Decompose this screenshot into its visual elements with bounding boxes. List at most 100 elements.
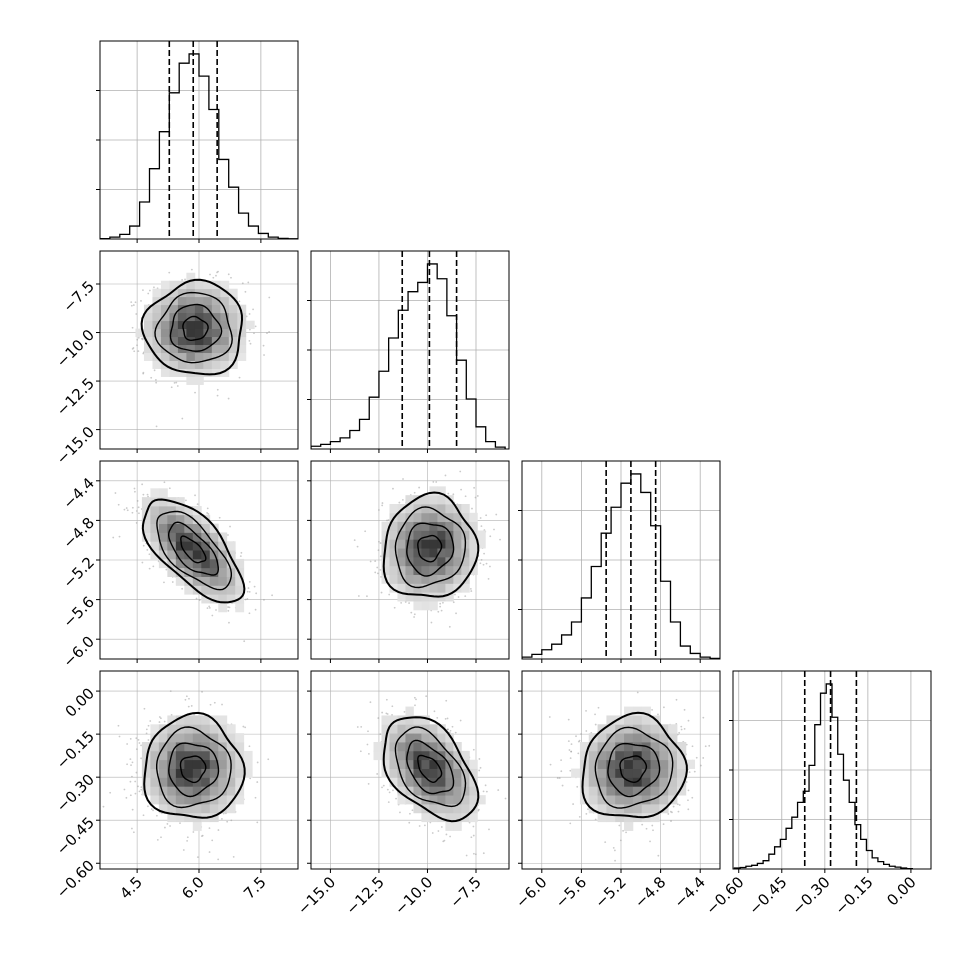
sample-point bbox=[485, 790, 488, 793]
density-cell bbox=[226, 733, 236, 743]
sample-point bbox=[117, 503, 120, 506]
sample-point bbox=[473, 486, 476, 489]
density-cell bbox=[209, 576, 219, 586]
sample-point bbox=[662, 823, 665, 826]
density-cell bbox=[143, 320, 153, 330]
density-cell bbox=[659, 742, 669, 752]
density-cell bbox=[235, 585, 245, 595]
sample-point bbox=[558, 777, 561, 780]
panel-1-0 bbox=[96, 250, 299, 453]
density-cell bbox=[175, 576, 185, 586]
sample-point bbox=[569, 757, 572, 759]
sample-point bbox=[147, 805, 149, 808]
density-cell bbox=[429, 521, 438, 531]
sample-point bbox=[478, 769, 481, 772]
density-cell bbox=[650, 786, 660, 796]
sample-point bbox=[440, 826, 443, 828]
density-cell bbox=[150, 523, 160, 533]
density-cell bbox=[650, 803, 660, 814]
density-cell bbox=[169, 320, 179, 330]
sample-point bbox=[448, 625, 451, 628]
density-cell bbox=[469, 556, 478, 567]
density-cell bbox=[437, 503, 446, 514]
density-cell bbox=[201, 514, 211, 525]
sample-point bbox=[495, 513, 498, 516]
density-cell bbox=[453, 548, 462, 558]
density-cell bbox=[220, 352, 230, 361]
sample-point bbox=[215, 609, 217, 611]
density-cell bbox=[445, 521, 454, 531]
sample-point bbox=[155, 814, 158, 817]
density-cell bbox=[150, 750, 160, 761]
sample-point bbox=[228, 606, 231, 609]
density-cell bbox=[677, 768, 687, 778]
sample-point bbox=[133, 350, 136, 353]
x-tick-label-1-3: −7.5 bbox=[446, 873, 484, 911]
sample-point bbox=[465, 854, 468, 857]
density-cell bbox=[405, 706, 414, 716]
panel-3-1 bbox=[307, 670, 510, 873]
density-cell bbox=[445, 574, 454, 584]
sample-point bbox=[652, 829, 654, 832]
density-cell bbox=[659, 768, 669, 778]
density-cell bbox=[389, 777, 398, 787]
density-cell bbox=[228, 352, 238, 361]
density-cell bbox=[235, 603, 245, 613]
sample-point bbox=[244, 290, 247, 293]
panel-frame-3-3 bbox=[732, 670, 932, 870]
density-cell bbox=[186, 352, 196, 361]
density-cell bbox=[650, 724, 660, 734]
sample-point bbox=[130, 764, 132, 767]
density-cell bbox=[152, 288, 162, 298]
contour-2-0-2 bbox=[156, 510, 232, 591]
contour-2-0-1 bbox=[168, 521, 220, 576]
density-cell bbox=[437, 565, 446, 575]
density-cell bbox=[194, 336, 204, 346]
y-tick-label-3-3: −0.15 bbox=[53, 727, 98, 772]
sample-point bbox=[217, 270, 219, 273]
density-cell bbox=[429, 495, 438, 505]
density-cell bbox=[152, 304, 162, 314]
sample-point bbox=[480, 558, 483, 561]
density-cell bbox=[184, 715, 194, 725]
sample-point bbox=[181, 587, 184, 590]
histogram-2 bbox=[522, 473, 720, 659]
sample-point bbox=[145, 732, 148, 735]
sample-point bbox=[381, 786, 383, 789]
sample-point bbox=[194, 391, 196, 394]
density-cell bbox=[389, 583, 398, 593]
sample-point bbox=[379, 555, 382, 558]
panel-frame-3-1 bbox=[310, 670, 510, 870]
density-cell bbox=[175, 795, 185, 805]
sample-point bbox=[126, 743, 129, 745]
sample-point bbox=[206, 512, 208, 514]
density-cell bbox=[160, 328, 170, 338]
density-cell bbox=[158, 488, 168, 498]
sample-point bbox=[472, 748, 475, 751]
density-cell bbox=[211, 344, 221, 354]
sample-point bbox=[153, 369, 156, 372]
density-cell bbox=[235, 795, 245, 805]
sample-point bbox=[166, 823, 169, 825]
density-cell bbox=[437, 495, 446, 505]
sample-point bbox=[442, 601, 444, 604]
density-cell bbox=[445, 750, 454, 761]
density-cell bbox=[588, 742, 598, 752]
sample-point bbox=[182, 849, 185, 851]
density-cell bbox=[203, 360, 213, 369]
sample-point bbox=[435, 481, 438, 483]
density-cell bbox=[160, 368, 170, 377]
sample-point bbox=[229, 525, 231, 528]
density-cell bbox=[421, 565, 430, 575]
density-cell bbox=[192, 550, 202, 560]
density-cell bbox=[167, 567, 177, 577]
density-cell bbox=[203, 280, 213, 290]
sample-point bbox=[568, 749, 571, 751]
sample-point bbox=[134, 490, 136, 493]
density-cell bbox=[389, 548, 398, 558]
density-cell bbox=[469, 539, 478, 549]
density-cell bbox=[397, 583, 406, 593]
contour-2-1-3 bbox=[382, 491, 480, 598]
y-tick-label-1-0: −15.0 bbox=[53, 423, 98, 468]
sample-point bbox=[156, 839, 159, 841]
